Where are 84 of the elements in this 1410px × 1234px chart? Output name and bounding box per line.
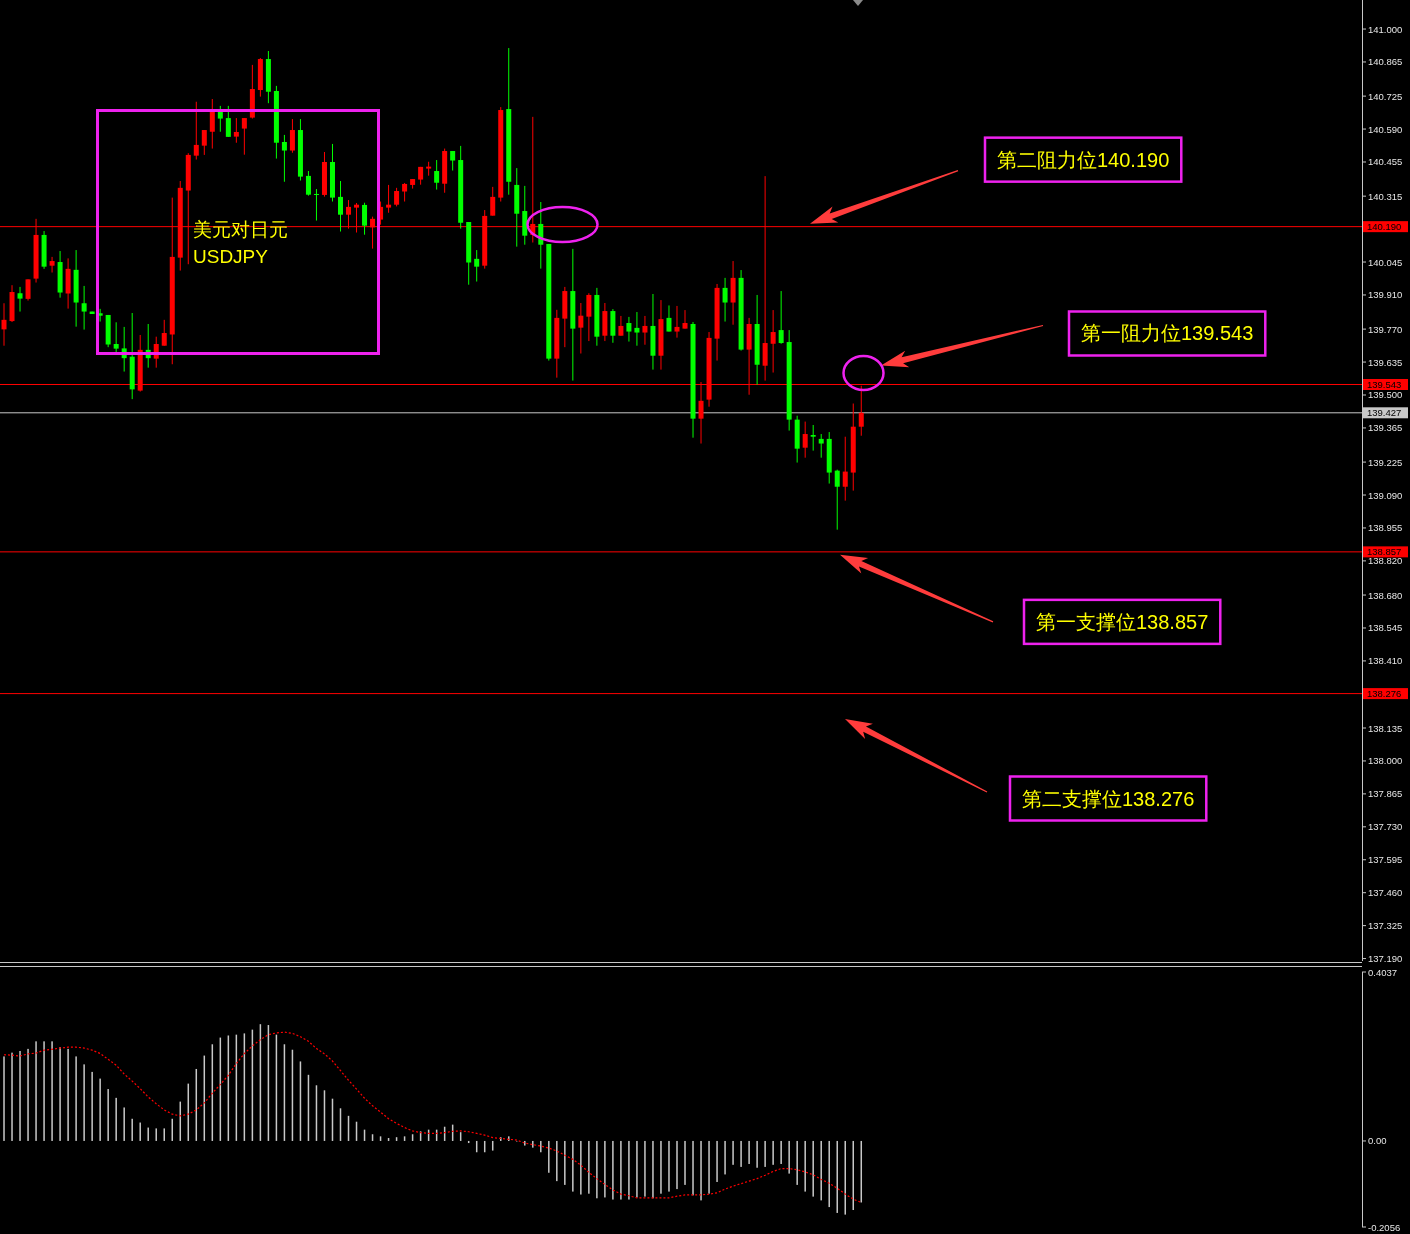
candlestick	[778, 290, 784, 345]
candlestick	[586, 292, 592, 342]
candlestick	[289, 118, 295, 154]
y-tick-label: 138.135	[1368, 722, 1403, 734]
y-tick-label: 139.635	[1368, 356, 1403, 368]
y-tick-label: 139.090	[1368, 489, 1403, 501]
annotation: 第一支撑位138.857	[1036, 610, 1209, 633]
candlestick	[634, 311, 640, 347]
candlestick	[402, 182, 408, 203]
annotation: 第一阻力位139.543	[1081, 322, 1254, 345]
candlestick	[201, 129, 207, 156]
candlestick	[17, 286, 23, 313]
candlestick	[770, 309, 776, 374]
candlestick	[1, 302, 7, 347]
candlestick	[233, 117, 239, 144]
candlestick	[474, 249, 480, 283]
annotation: USDJPY	[193, 245, 269, 267]
ref-line-label: 140.190	[1367, 221, 1402, 233]
y-tick-label: 137.460	[1368, 887, 1403, 899]
candlestick	[281, 134, 287, 183]
candlestick	[674, 305, 680, 339]
y-tick-label: 0.4037	[1368, 966, 1398, 978]
y-tick-label: 137.730	[1368, 821, 1403, 833]
y-tick-label: 140.455	[1368, 156, 1403, 168]
candlestick	[578, 302, 584, 355]
ref-line-label: 138.857	[1367, 546, 1402, 558]
candlestick	[722, 277, 728, 323]
y-tick-label: 138.000	[1368, 755, 1403, 767]
y-tick-label: 137.865	[1368, 788, 1403, 800]
line-series	[3, 1031, 862, 1204]
y-tick-label: 137.190	[1368, 953, 1403, 965]
y-tick-label: 139.225	[1368, 456, 1403, 468]
candlestick	[362, 202, 368, 236]
candlestick	[49, 256, 55, 274]
candlestick	[161, 319, 167, 347]
candlestick	[434, 159, 440, 191]
candlestick	[490, 186, 496, 217]
annotation: 第二支撑位138.276	[1022, 787, 1195, 810]
candlestick	[842, 436, 848, 502]
candlestick	[313, 188, 319, 222]
y-tick-label: 140.725	[1368, 90, 1403, 102]
y-tick-label: 138.680	[1368, 589, 1403, 601]
candlestick	[97, 308, 103, 323]
y-tick-label: 139.770	[1368, 323, 1403, 335]
candlestick	[666, 304, 672, 333]
y-tick-label: 137.325	[1368, 920, 1403, 932]
candlestick	[818, 433, 824, 459]
y-tick-label: 138.820	[1368, 555, 1403, 567]
y-tick-label: 140.865	[1368, 56, 1403, 68]
y-tick-label: 139.500	[1368, 389, 1403, 401]
candlestick	[682, 309, 688, 330]
candlestick	[386, 184, 392, 214]
y-tick-label: 138.410	[1368, 655, 1403, 667]
ref-line-label: 139.427	[1367, 407, 1402, 419]
candlestick	[25, 278, 31, 302]
y-tick-label: 138.545	[1368, 622, 1403, 634]
y-tick-label: 137.595	[1368, 854, 1403, 866]
candlestick	[394, 187, 400, 207]
candlestick	[193, 101, 199, 161]
y-tick-label: 140.045	[1368, 256, 1403, 268]
ref-line-label: 138.276	[1367, 688, 1402, 700]
annotation: 第二阻力位140.190	[997, 148, 1170, 171]
y-tick-label: 141.000	[1368, 23, 1403, 35]
y-tick-label: -0.2056	[1368, 1221, 1401, 1233]
candlestick	[834, 469, 840, 531]
candlestick	[338, 180, 343, 233]
candlestick	[626, 316, 632, 343]
candlestick	[241, 117, 247, 156]
y-tick-label: 0.00	[1368, 1135, 1387, 1147]
candlestick	[81, 285, 87, 331]
candlestick	[618, 315, 624, 337]
y-tick-label: 138.955	[1368, 522, 1403, 534]
ref-line-label: 139.543	[1367, 379, 1402, 390]
y-tick-label: 139.365	[1368, 422, 1403, 434]
candlestick	[209, 98, 215, 150]
y-tick-label: 140.590	[1368, 123, 1403, 135]
candlestick	[810, 424, 816, 452]
y-tick-label: 139.910	[1368, 289, 1403, 301]
candlestick	[802, 421, 808, 459]
y-tick-label: 140.315	[1368, 190, 1403, 202]
candlestick	[305, 170, 311, 197]
candlestick	[642, 315, 648, 346]
candlestick	[450, 150, 456, 172]
candlestick	[225, 105, 231, 138]
